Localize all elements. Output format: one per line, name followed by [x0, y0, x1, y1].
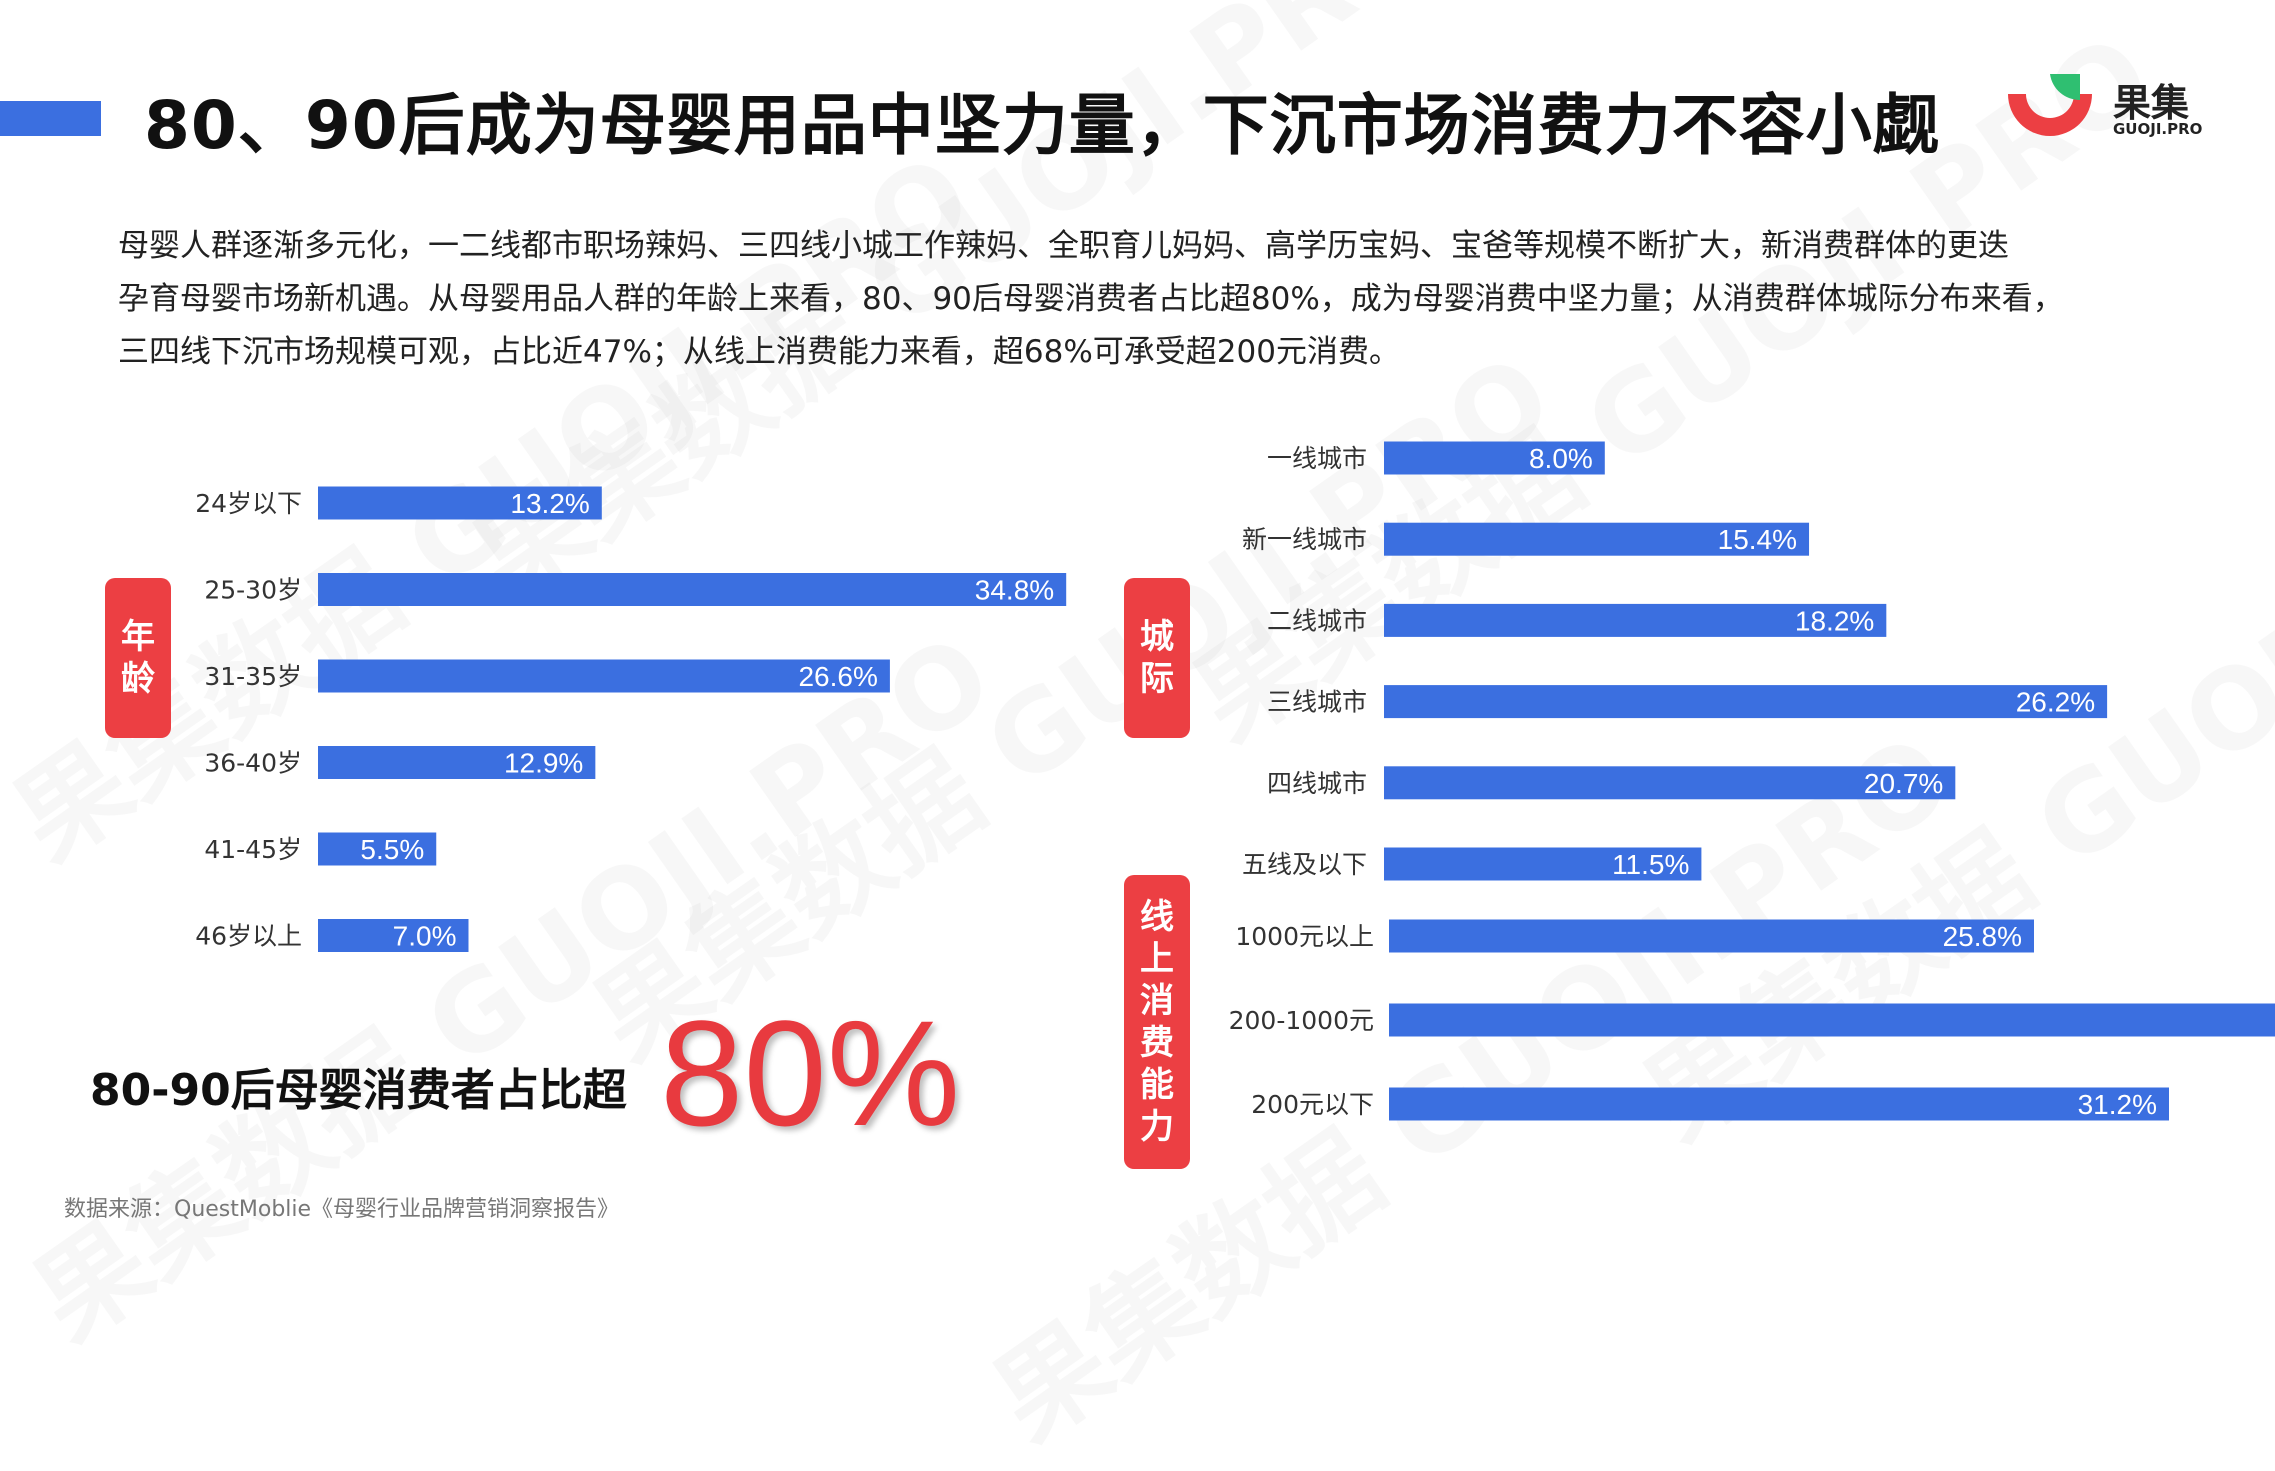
category-label: 二线城市 [1267, 606, 1367, 635]
category-label: 新一线城市 [1242, 525, 1367, 554]
bar [1389, 1087, 2169, 1121]
bar [318, 746, 596, 779]
bar [318, 573, 1067, 606]
category-label: 200-1000元 [1229, 1006, 1374, 1035]
bar-value-label: 13.2% [510, 488, 589, 519]
bar [1384, 522, 1810, 556]
bar [1384, 685, 2108, 719]
bar-value-label: 12.9% [504, 748, 583, 779]
logo-text: 果集 [2113, 81, 2190, 125]
bar-charts: 24岁以下 13.2% 25-30岁 34.8% 31-35岁 26.6% 36-40岁 12… [195, 441, 2275, 1121]
bar-value-label: 5.5% [360, 834, 424, 865]
bar-value-label: 8.0% [1529, 443, 1593, 474]
page-title: 80、90后成为母婴用品中坚力量，下沉市场消费力不容小觑 [144, 87, 1940, 164]
bar [1389, 1003, 2275, 1037]
bar-value-label: 11.5% [1612, 849, 1689, 880]
bar-value-label: 34.8% [975, 575, 1054, 606]
category-label: 五线及以下 [1242, 850, 1367, 879]
bar [318, 659, 890, 693]
bar [1384, 441, 1605, 475]
logo-subtext: GUOJI.PRO [2113, 120, 2203, 138]
bar [318, 486, 602, 520]
summary-text: 80-90后母婴消费者占比超 [90, 1065, 627, 1116]
bar [1389, 919, 2034, 953]
data-source: 数据来源：QuestMoblie《母婴行业品牌营销洞察报告》 [64, 1197, 620, 1222]
summary-big-value: 80% [660, 989, 961, 1157]
guoji-logo-icon [2008, 74, 2092, 136]
bar-value-label: 18.2% [1795, 605, 1874, 636]
category-label: 31-35岁 [204, 662, 302, 691]
bar-value-label: 15.4% [1718, 524, 1797, 555]
intro-line: 三四线下沉市场规模可观，占比近47%；从线上消费能力来看，超68%可承受超200… [118, 334, 1400, 370]
category-label: 一线城市 [1267, 444, 1367, 473]
title-accent-bar [0, 101, 101, 136]
bar [1384, 603, 1887, 637]
bar-value-label: 31.2% [2078, 1089, 2157, 1120]
bar-value-label: 7.0% [393, 921, 457, 952]
age-tag: 年龄 [105, 578, 171, 738]
category-label: 41-45岁 [204, 835, 302, 864]
category-label: 24岁以下 [195, 489, 302, 518]
category-label: 四线城市 [1267, 769, 1367, 798]
bar [1384, 766, 1956, 800]
intro-line: 母婴人群逐渐多元化，一二线都市职场辣妈、三四线小城工作辣妈、全职育儿妈妈、高学历… [118, 228, 2009, 264]
bar-value-label: 25.8% [1943, 921, 2022, 952]
category-label: 46岁以上 [195, 922, 302, 951]
category-label: 25-30岁 [204, 576, 302, 605]
bar-value-label: 26.6% [798, 661, 877, 692]
bar [318, 919, 469, 952]
bar [318, 832, 437, 866]
category-label: 200元以下 [1251, 1090, 1374, 1119]
intro-line: 孕育母婴市场新机遇。从母婴用品人群的年龄上来看，80、90后母婴消费者占比超80… [118, 281, 2064, 317]
city-tag: 城际 [1124, 578, 1190, 738]
intro-paragraph: 母婴人群逐渐多元化，一二线都市职场辣妈、三四线小城工作辣妈、全职育儿妈妈、高学历… [118, 220, 2198, 379]
category-label: 三线城市 [1267, 688, 1367, 717]
bar-value-label: 26.2% [2016, 687, 2095, 718]
category-label: 1000元以上 [1235, 922, 1374, 951]
online-spending-tag: 线上消费能力 [1124, 875, 1190, 1169]
bar [1384, 847, 1702, 881]
bar-value-label: 20.7% [1864, 768, 1943, 799]
category-label: 36-40岁 [204, 749, 302, 778]
